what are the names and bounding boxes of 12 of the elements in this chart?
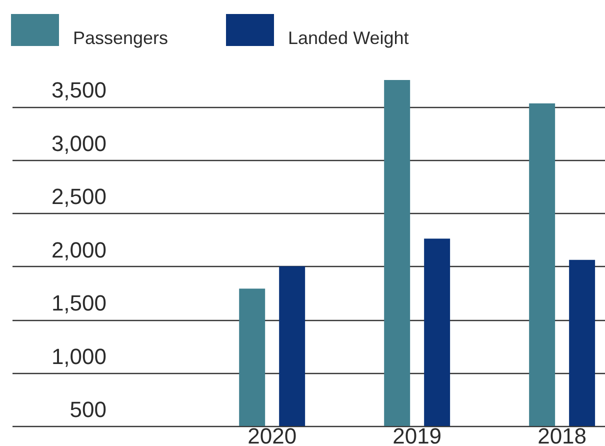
y-tick-label: 1,500 <box>51 290 106 316</box>
y-tick-label: 1,000 <box>51 344 106 369</box>
x-tick-label: 2018 <box>538 424 587 446</box>
y-tick-label: 3,000 <box>51 130 106 156</box>
y-tick-label: 3,500 <box>51 78 106 103</box>
y-tick-label: 2,500 <box>51 184 106 210</box>
x-tick-label: 2020 <box>248 424 297 446</box>
legend-label: Landed Weight <box>288 28 409 48</box>
legend-label: Passengers <box>73 28 168 48</box>
y-tick-label: 500 <box>70 397 106 422</box>
x-tick-label: 2019 <box>392 424 442 446</box>
y-tick-label: 2,000 <box>51 237 106 262</box>
